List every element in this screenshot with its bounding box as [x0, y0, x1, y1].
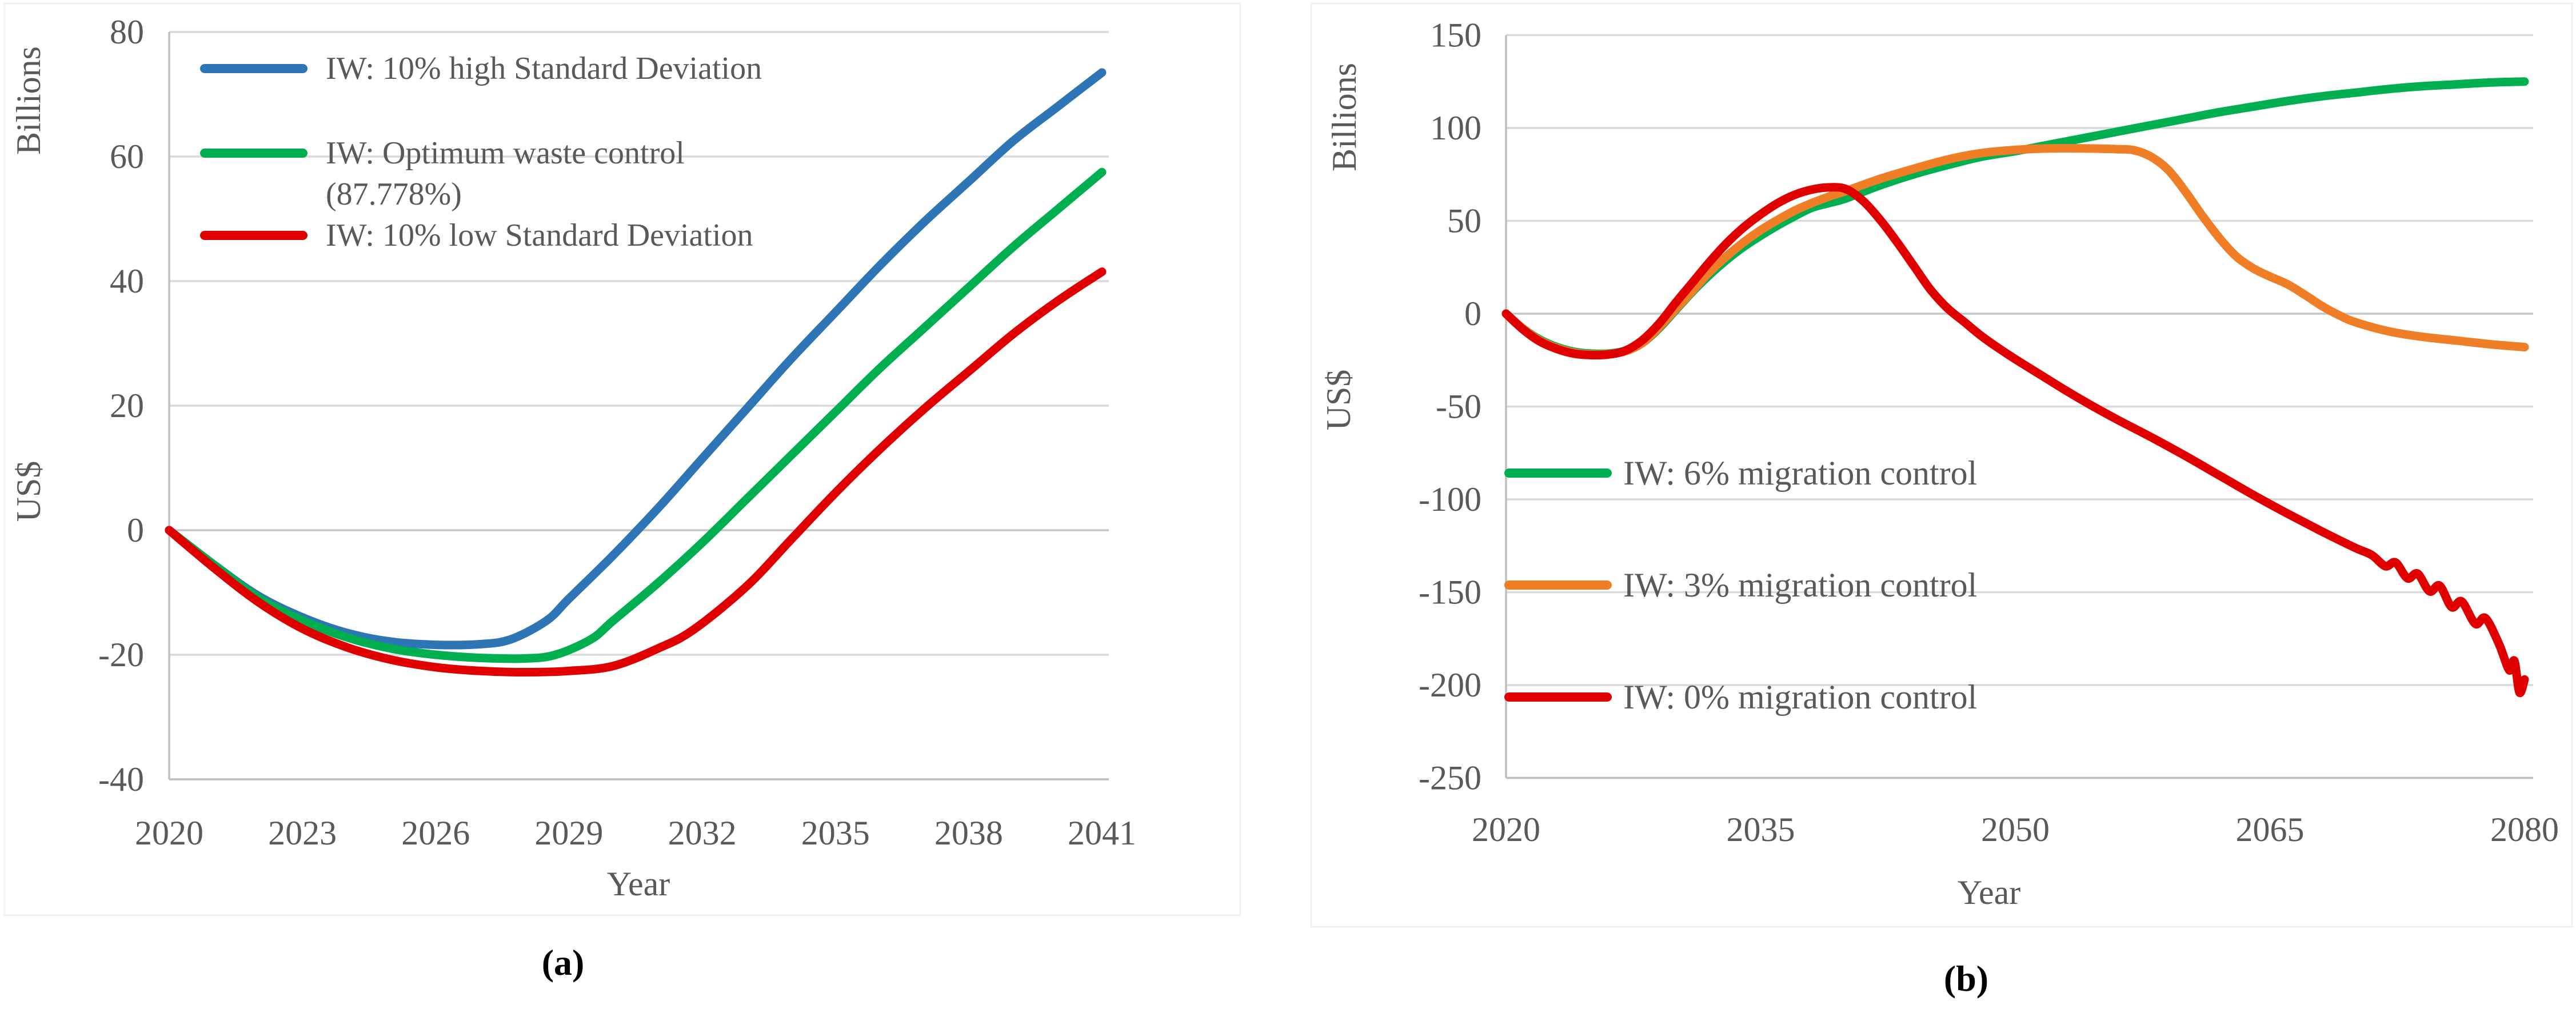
legend-label-b-0: IW: 6% migration control — [1623, 454, 1977, 492]
y-tick-label: 80 — [110, 13, 144, 51]
x-tick-label: 2050 — [1981, 811, 2050, 848]
x-tick-label: 2041 — [1068, 814, 1136, 852]
legend-label-b-2: IW: 0% migration control — [1623, 678, 1977, 716]
y-axis-title-currency-b: US$ — [1320, 370, 1357, 431]
y-tick-label: 150 — [1430, 17, 1481, 54]
y-axis-title-billions-a: Billions — [10, 46, 47, 155]
y-tick-label: 50 — [1447, 202, 1481, 240]
series-line-a-1 — [165, 167, 1107, 663]
x-tick-label: 2032 — [668, 814, 737, 852]
y-tick-label: -250 — [1419, 759, 1481, 797]
legend-label-a-0: IW: 10% high Standard Deviation — [326, 51, 762, 86]
y-axis-title-billions-b: Billions — [1325, 63, 1363, 171]
x-tick-label: 2020 — [1472, 811, 1540, 848]
y-tick-label: 0 — [127, 511, 144, 549]
x-tick-label: 2035 — [1727, 811, 1795, 848]
y-tick-label: 40 — [110, 262, 144, 300]
x-axis-title-a: Year — [607, 865, 670, 903]
chart-b-plot-area: 150 100 50 0 -50 -100 -150 -200 -250 2020 2035 2050… — [1419, 17, 2559, 849]
x-tick-label: 2065 — [2236, 811, 2305, 848]
line-chart-b: 150 100 50 0 -50 -100 -150 -200 -250 2020 2035 2050… — [1310, 2, 2573, 928]
y-tick-label: 100 — [1430, 109, 1481, 147]
x-tick-label: 2020 — [135, 814, 203, 852]
y-tick-label: 60 — [110, 138, 144, 175]
series-line-a-2 — [165, 267, 1107, 676]
panel-border-a — [3, 2, 1241, 916]
x-tick-label: 2038 — [934, 814, 1003, 852]
series-line-b-2 — [1501, 183, 2529, 698]
y-tick-label: -200 — [1419, 666, 1481, 704]
caption-a: (a) — [541, 942, 585, 983]
y-tick-label: 20 — [110, 387, 144, 425]
x-tick-label: 2023 — [268, 814, 337, 852]
legend-label-a-2: IW: 10% low Standard Deviation — [326, 218, 753, 253]
x-tick-label: 2026 — [401, 814, 470, 852]
y-tick-label: -50 — [1436, 388, 1481, 426]
y-tick-label: -150 — [1419, 574, 1481, 611]
panel-border-b — [1310, 2, 2573, 928]
legend-label-a-1: (87.778%) — [326, 177, 462, 212]
legend-label-b-1: IW: 3% migration control — [1623, 566, 1977, 604]
x-tick-label: 2080 — [2490, 811, 2559, 848]
x-tick-label: 2035 — [801, 814, 870, 852]
x-axis-title-b: Year — [1958, 874, 2021, 911]
y-axis-title-currency-a: US$ — [10, 461, 47, 522]
legend-label-a-1: IW: Optimum waste control — [326, 135, 685, 171]
line-chart-a: 80 60 40 20 0 -20 -40 2020 2023 2026 2029 2032 2035 2… — [3, 2, 1241, 916]
y-tick-label: 0 — [1464, 295, 1481, 333]
chart-a-plot-area: 80 60 40 20 0 -20 -40 2020 2023 2026 2029 2032 2035 2… — [98, 13, 1136, 852]
y-tick-label: -20 — [98, 636, 144, 674]
y-tick-label: -100 — [1419, 481, 1481, 518]
x-tick-label: 2029 — [534, 814, 603, 852]
caption-b: (b) — [1943, 958, 1989, 999]
y-tick-label: -40 — [98, 760, 144, 798]
